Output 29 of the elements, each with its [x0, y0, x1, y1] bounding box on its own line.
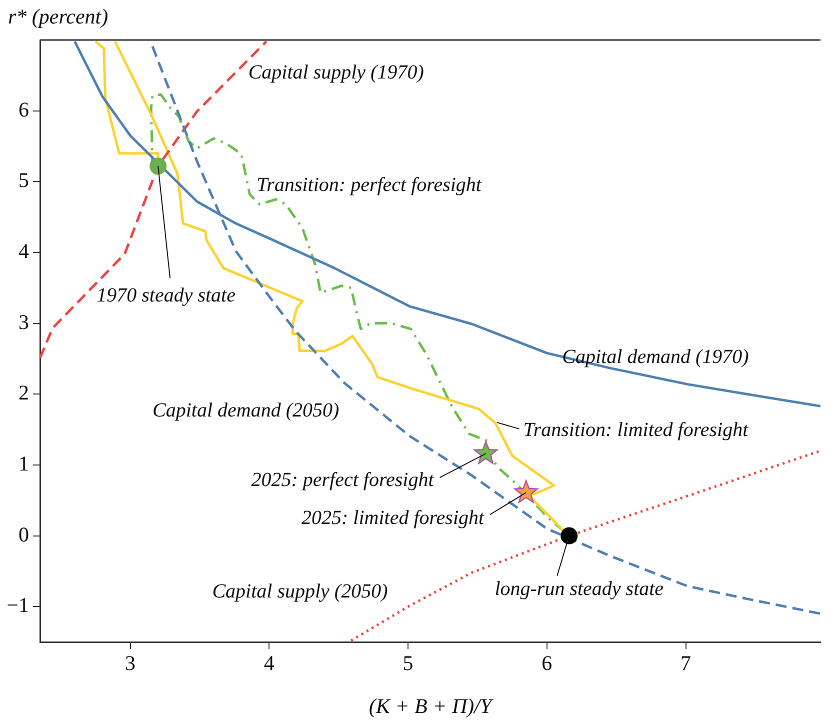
series-label: Capital supply (2050) — [212, 580, 388, 603]
y-tick-label: 5 — [18, 168, 29, 192]
series-label: Capital demand (1970) — [562, 346, 750, 368]
y-tick-label: 2 — [18, 380, 29, 405]
y-tick-label: 3 — [18, 310, 29, 334]
series-label: Transition: limited foresight — [523, 419, 749, 442]
point — [514, 480, 538, 503]
x-tick-label: 5 — [402, 651, 414, 676]
y-tick-label: 1 — [18, 451, 29, 476]
point — [560, 527, 578, 544]
point — [150, 158, 167, 175]
annotation: 2025: limited foresight — [302, 506, 485, 529]
y-tick-label: 6 — [18, 97, 29, 122]
point — [474, 441, 498, 464]
y-tick-label: 0 — [18, 522, 29, 546]
x-tick-label: 7 — [680, 651, 692, 676]
y-tick-label: −1 — [6, 593, 29, 618]
annotation: 2025: perfect foresight — [251, 468, 434, 491]
y-tick-label: 4 — [18, 238, 30, 263]
series-label: Capital demand (2050) — [152, 399, 340, 422]
annotation: long-run steady state — [494, 578, 664, 600]
series-label: Transition: perfect foresight — [256, 174, 482, 196]
y-axis-title: r* (percent) — [8, 4, 108, 29]
annotation: 1970 steady state — [96, 284, 236, 306]
series-label: Capital supply (1970) — [248, 62, 424, 84]
x-tick-label: 4 — [264, 651, 275, 676]
x-axis-title: (K + B + Π)/Y — [368, 694, 494, 718]
x-tick-label: 6 — [542, 651, 552, 676]
x-tick-label: 3 — [125, 651, 136, 676]
